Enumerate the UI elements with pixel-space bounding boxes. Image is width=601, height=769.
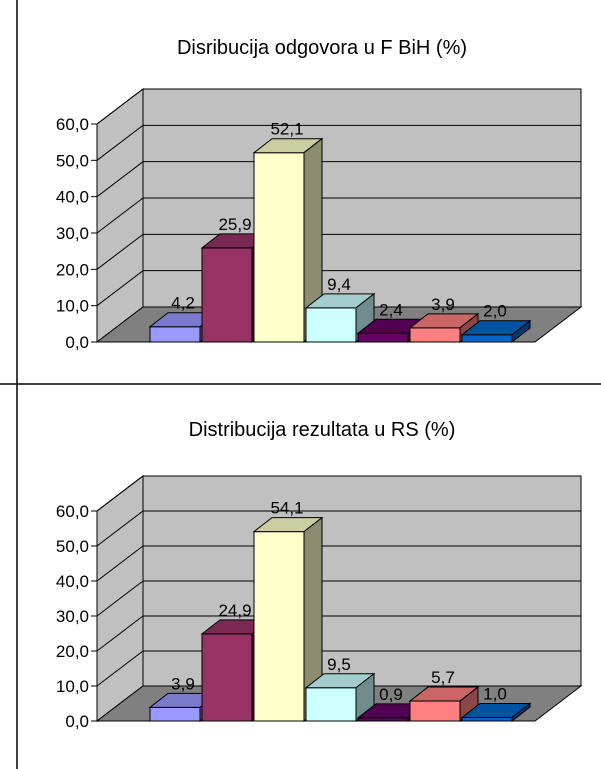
bar-front: [461, 334, 513, 343]
bar: [252, 137, 324, 344]
data-label: 4,2: [171, 294, 195, 313]
data-label: 24,9: [218, 601, 251, 620]
bar-front: [357, 332, 409, 343]
y-tick-label: 60,0: [56, 115, 89, 134]
bar-front: [201, 633, 253, 722]
bar: [460, 702, 532, 723]
data-label: 2,0: [483, 302, 507, 321]
gridline: [96, 580, 581, 617]
gridline: [96, 615, 581, 652]
gridline: [96, 510, 581, 547]
data-label: 9,4: [327, 275, 351, 294]
gridline: [96, 197, 581, 234]
data-label: 3,9: [171, 674, 195, 693]
bar-side: [511, 702, 531, 723]
bar-front: [409, 327, 461, 343]
gridline: [96, 475, 581, 512]
bar-front: [253, 531, 305, 722]
bar-front: [305, 307, 357, 343]
y-tick-label: 10,0: [56, 677, 89, 696]
bar: [252, 516, 324, 723]
gridline: [96, 545, 581, 582]
y-tick-label: 20,0: [56, 260, 89, 279]
bar: [408, 686, 480, 723]
data-label: 52,1: [270, 120, 303, 139]
gridline: [96, 233, 581, 270]
data-label: 9,5: [327, 655, 351, 674]
plot-area: 0,0 10,0 20,0 30,0 40,0 50,0 60,0 4,2 25,9 52,1 9,…: [56, 87, 583, 352]
bar-front: [305, 687, 357, 722]
gridline: [96, 270, 581, 307]
bar: [408, 312, 480, 344]
gridline: [96, 88, 581, 125]
y-tick-label: 30,0: [56, 224, 89, 243]
bar-front: [201, 247, 253, 343]
y-tick-label: 40,0: [56, 572, 89, 591]
y-tick-label: 0,0: [65, 712, 89, 731]
y-tick-label: 40,0: [56, 188, 89, 207]
data-label: 3,9: [431, 295, 455, 314]
chart-title: Disribucija odgovora u F BiH (%): [177, 37, 467, 59]
data-label: 5,7: [431, 668, 455, 687]
bar: [460, 319, 532, 344]
y-tick-label: 50,0: [56, 537, 89, 556]
data-label: 0,9: [379, 685, 403, 704]
y-tick-label: 60,0: [56, 502, 89, 521]
y-tick-label: 50,0: [56, 151, 89, 170]
chart-fbih: Disribucija odgovora u F BiH (%) 0,0 10,0…: [56, 37, 583, 352]
data-label: 2,4: [379, 300, 403, 319]
bar-front: [409, 700, 461, 722]
gridline: [96, 124, 581, 161]
bar-front: [461, 717, 513, 722]
bar: [304, 672, 376, 723]
gridline: [96, 161, 581, 198]
y-tick-label: 0,0: [65, 333, 89, 352]
plot-area: 0,0 10,0 20,0 30,0 40,0 50,0 60,0 3,9 24,9 54,1 9,…: [56, 474, 583, 731]
bar-front: [253, 152, 305, 343]
y-tick-label: 30,0: [56, 607, 89, 626]
y-tick-label: 20,0: [56, 642, 89, 661]
y-tick-label: 10,0: [56, 297, 89, 316]
bar-front: [149, 706, 201, 722]
bar-side: [511, 319, 531, 344]
data-label: 1,0: [483, 685, 507, 704]
bar-front: [149, 326, 201, 343]
data-label: 25,9: [218, 215, 251, 234]
data-label: 54,1: [270, 499, 303, 518]
chart-rs: Distribucija rezultata u RS (%) 0,0 10,0 2…: [56, 419, 583, 731]
chart-title: Distribucija rezultata u RS (%): [189, 419, 456, 441]
gridline: [96, 650, 581, 687]
